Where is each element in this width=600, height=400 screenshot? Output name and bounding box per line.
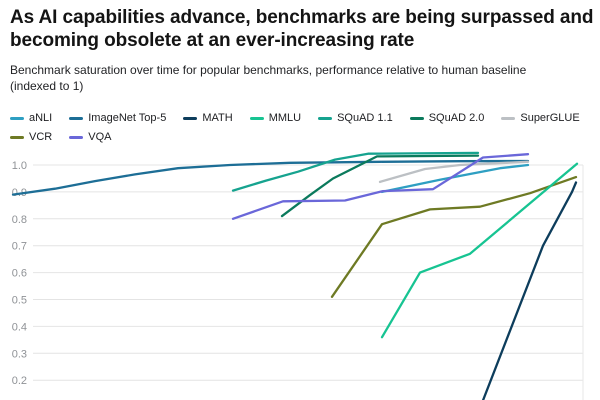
y-tick-label: 0.3 <box>12 348 27 360</box>
y-tick-label: 0.5 <box>12 295 27 307</box>
chart-subtitle: Benchmark saturation over time for popul… <box>10 63 527 94</box>
legend-item-anli: aNLI <box>10 112 52 124</box>
legend-label: MMLU <box>268 112 302 124</box>
y-tick-label: 0.6 <box>12 268 27 280</box>
legend-label: ImageNet Top-5 <box>88 112 167 124</box>
y-tick-label: 1.0 <box>12 160 27 172</box>
legend-swatch-icon <box>69 116 84 120</box>
series-line-squad-1-1 <box>231 151 480 192</box>
legend-swatch-icon <box>318 116 333 120</box>
legend-item-superglue: SuperGLUE <box>501 112 580 124</box>
legend-swatch-icon <box>183 116 198 120</box>
benchmark-chart: 1.00.90.80.70.60.50.40.30.2 <box>11 151 584 400</box>
series-line-mmlu <box>380 162 579 339</box>
y-tick-label: 0.4 <box>12 321 27 333</box>
legend-label: SuperGLUE <box>520 112 580 124</box>
legend-item-squad-2-0: SQuAD 2.0 <box>409 112 485 124</box>
y-tick-label: 0.2 <box>12 375 27 387</box>
series-line-vcr <box>330 175 578 298</box>
legend-swatch-icon <box>69 135 84 139</box>
legend-swatch-icon <box>249 116 264 120</box>
legend-item-vqa: VQA <box>69 131 111 143</box>
page-title: As AI capabilities advance, benchmarks a… <box>10 7 594 52</box>
series-line-imagenet-top-5 <box>11 159 530 196</box>
legend-label: MATH <box>202 112 233 124</box>
legend-swatch-icon <box>409 116 424 120</box>
legend-swatch-icon <box>10 135 24 139</box>
legend-item-mmlu: MMLU <box>249 112 302 124</box>
y-tick-label: 0.8 <box>12 214 27 226</box>
legend-item-squad-1-1: SQuAD 1.1 <box>318 112 393 124</box>
legend-label: VQA <box>88 131 112 143</box>
legend-swatch-icon <box>501 116 516 120</box>
series-line-anli <box>380 163 530 194</box>
legend-item-imagenet-top-5: ImageNet Top-5 <box>69 112 166 124</box>
legend-label: VCR <box>29 131 53 143</box>
chart-legend: aNLI ImageNet Top-5 MATH MMLU SQuAD 1.1 SQuAD… <box>10 112 592 143</box>
legend-label: SQuAD 2.0 <box>428 112 485 124</box>
y-tick-label: 0.7 <box>12 241 27 253</box>
series-line-math <box>481 181 578 400</box>
series-line-superglue <box>378 160 530 184</box>
chart-area: 1.0 0.9 0.8 0.7 0.6 0.5 0.4 0.3 0.2 <box>0 148 600 400</box>
legend-item-math: MATH <box>183 112 233 124</box>
legend-item-vcr: VCR <box>10 131 52 143</box>
legend-label: aNLI <box>29 112 53 124</box>
legend-swatch-icon <box>10 116 24 120</box>
legend-label: SQuAD 1.1 <box>337 112 393 124</box>
series-line-vqa <box>231 153 530 220</box>
